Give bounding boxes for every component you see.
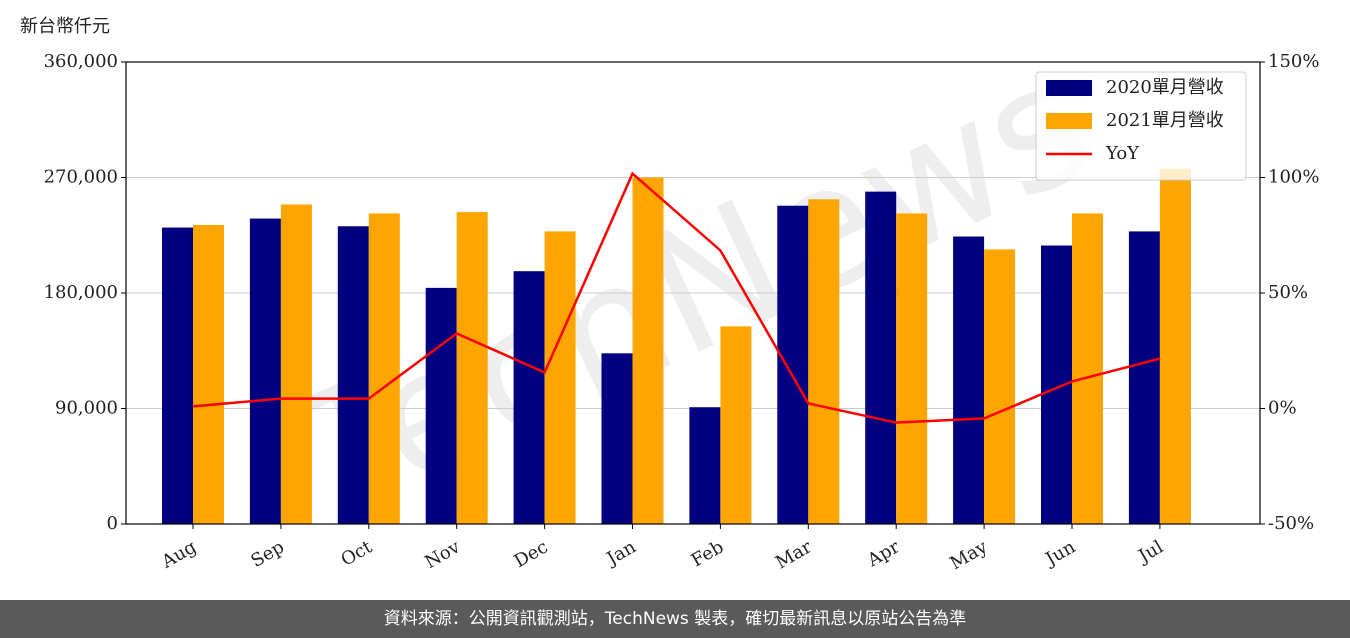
bar (280, 204, 312, 524)
bar (1159, 168, 1191, 524)
bar (456, 212, 488, 524)
x-tick-label: Nov (421, 536, 464, 573)
x-tick-label: Jan (602, 536, 640, 570)
x-tick-label: Apr (863, 536, 903, 571)
bar (1128, 231, 1160, 524)
x-tick-label: Sep (248, 536, 288, 571)
x-tick-label: May (947, 536, 992, 574)
x-tick-label: Jun (1040, 536, 1079, 571)
x-tick-label: Mar (772, 536, 816, 573)
bar (777, 205, 809, 524)
bar (720, 326, 752, 524)
bar (632, 177, 664, 524)
y-tick-label: 180,000 (44, 282, 118, 303)
y-axis-label: 新台幣仟元 (20, 16, 110, 37)
bar (249, 218, 281, 525)
x-tick-label: Dec (511, 536, 552, 572)
bar (601, 353, 633, 524)
bar (689, 407, 721, 524)
chart: 新台幣仟元 TechNews 090,000180,000270,000360,… (20, 16, 1319, 574)
bar (896, 213, 928, 524)
y-tick-label: 0 (107, 513, 118, 534)
y2-tick-label: 150% (1268, 51, 1319, 72)
bar (544, 231, 576, 524)
bar (368, 213, 400, 524)
bar (984, 249, 1016, 524)
y2-tick-label: 100% (1268, 167, 1319, 188)
bar (513, 271, 545, 524)
y2-tick-label: -50% (1268, 513, 1314, 534)
legend-swatch (1046, 80, 1092, 96)
y-tick-label: 270,000 (44, 167, 118, 188)
y2-tick-label: 50% (1268, 282, 1308, 303)
legend-label: YoY (1105, 143, 1140, 164)
bar (337, 226, 369, 524)
x-tick-label: Jul (1133, 536, 1167, 568)
legend-label: 2021單月營收 (1106, 110, 1224, 131)
plot-frame (125, 61, 1261, 525)
footer: 資料來源：公開資訊觀測站，TechNews 製表，確切最新訊息以原站公告為準 (0, 600, 1350, 638)
y-tick-label: 360,000 (44, 51, 118, 72)
legend-label: 2020單月營收 (1106, 77, 1224, 98)
bar (953, 236, 985, 525)
bar (193, 224, 224, 524)
y-tick-label: 90,000 (55, 398, 118, 419)
legend-swatch (1046, 113, 1092, 129)
y2-tick-label: 0% (1268, 398, 1297, 419)
bar (865, 191, 897, 524)
bar (808, 199, 840, 525)
bar (162, 227, 193, 525)
x-tick-label: Aug (157, 536, 200, 573)
yoy-line (192, 171, 1161, 424)
bar (425, 287, 457, 524)
x-tick-label: Feb (688, 536, 728, 571)
bar (1072, 213, 1103, 524)
